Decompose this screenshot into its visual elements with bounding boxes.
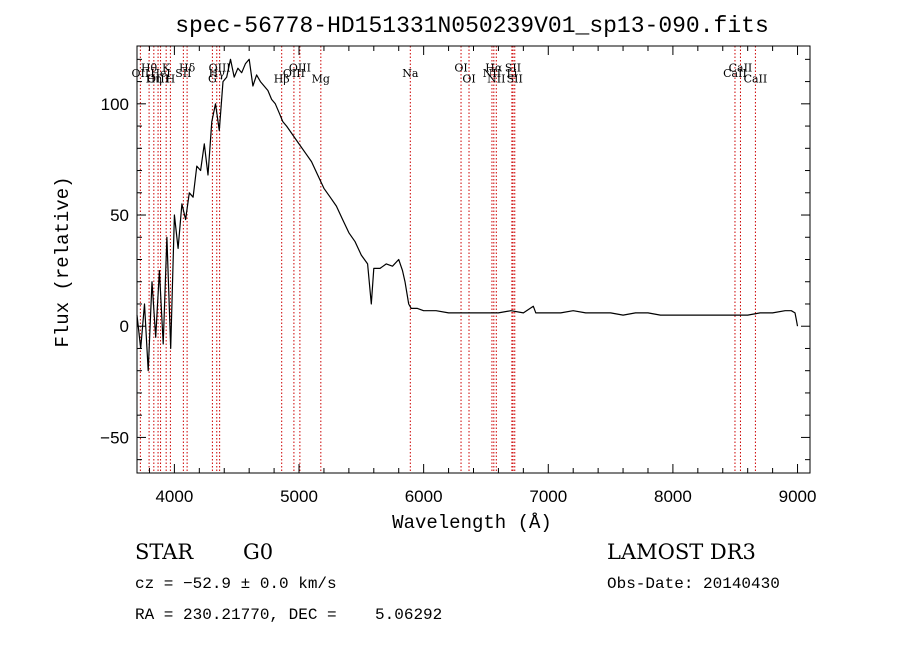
line-label: SII — [507, 73, 523, 86]
line-label: HeI — [150, 67, 170, 80]
line-label: CaII — [744, 73, 768, 86]
line-label: Mg — [312, 73, 330, 86]
x-tick-label: 5000 — [280, 487, 318, 506]
line-label: Hγ — [209, 67, 226, 80]
x-tick-label: 9000 — [779, 487, 817, 506]
line-label: NII — [487, 73, 505, 86]
line-label: Hβ — [274, 73, 290, 86]
y-tick-label: 50 — [110, 206, 129, 225]
line-marker-layer — [139, 46, 756, 473]
line-label: Hη — [146, 73, 162, 86]
spectrum-series — [136, 58, 799, 372]
line-label: OII — [132, 67, 150, 80]
line-label: OIII — [147, 73, 169, 86]
line-label: OI — [454, 62, 467, 75]
axis-ticks: 4000 5000 6000 7000 8000 9000 −50 0 50 100 — [100, 46, 816, 506]
line-label: SII — [175, 67, 191, 80]
line-label: K — [162, 62, 171, 75]
redshift-text: cz = −52.9 ± 0.0 km/s — [135, 575, 337, 593]
line-label: Hα — [485, 62, 503, 75]
line-label: SII — [505, 62, 521, 75]
x-tick-label: 8000 — [654, 487, 692, 506]
object-subclass: G0 — [243, 540, 273, 564]
x-axis-label: Wavelength (Å) — [392, 512, 552, 534]
line-label: CaII — [723, 67, 747, 80]
line-label: CaII — [729, 62, 753, 75]
line-label: Li — [506, 67, 517, 80]
y-tick-label: 0 — [120, 317, 129, 336]
series-layer — [136, 58, 799, 372]
chart-title: spec-56778-HD151331N050239V01_sp13-090.f… — [175, 13, 769, 39]
line-label: NII — [483, 67, 501, 80]
line-label: Na — [402, 67, 419, 80]
line-label: OIII — [289, 62, 311, 75]
x-tick-label: 6000 — [405, 487, 443, 506]
line-label: Hδ — [179, 62, 196, 75]
y-tick-label: −50 — [100, 428, 129, 447]
y-tick-label: 100 — [101, 95, 129, 114]
x-tick-label: 7000 — [529, 487, 567, 506]
plot-frame — [136, 45, 811, 474]
line-label: OIII — [283, 67, 305, 80]
x-tick-label: 4000 — [155, 487, 193, 506]
line-label: OIII — [209, 62, 231, 75]
coordinates: RA = 230.21770, DEC = 5.06292 — [135, 606, 442, 624]
object-class: STAR — [135, 540, 194, 564]
line-label: G — [208, 73, 217, 86]
line-label: Hθ — [141, 62, 158, 75]
obs-date: Obs-Date: 20140430 — [607, 575, 780, 593]
line-label: H — [166, 73, 176, 86]
line-label: OI — [462, 73, 475, 86]
y-axis-label: Flux (relative) — [52, 176, 74, 347]
survey-name: LAMOST DR3 — [607, 540, 756, 564]
